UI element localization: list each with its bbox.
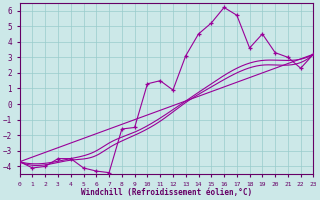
X-axis label: Windchill (Refroidissement éolien,°C): Windchill (Refroidissement éolien,°C): [81, 188, 252, 197]
